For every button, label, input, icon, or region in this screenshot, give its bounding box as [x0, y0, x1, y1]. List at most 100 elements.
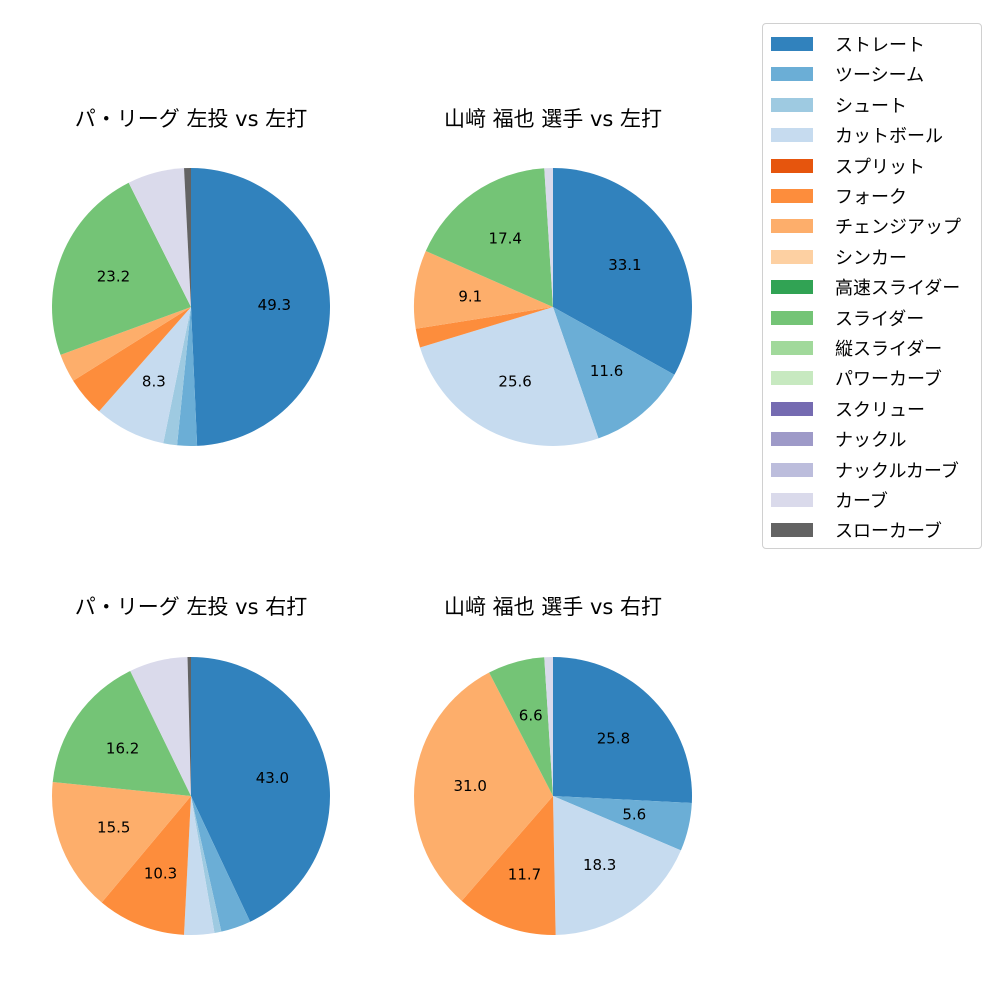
pie-slice — [489, 657, 553, 796]
slice-value-label: 25.8 — [597, 730, 630, 748]
pie-slice — [101, 796, 191, 935]
legend-label: チェンジアップ — [835, 217, 961, 239]
legend-item: ナックル — [771, 428, 907, 452]
legend-label: 高速スライダー — [835, 278, 961, 300]
slice-value-label: 25.6 — [498, 372, 531, 390]
legend-item: パワーカーブ — [771, 367, 942, 391]
legend-item: フォーク — [771, 185, 907, 208]
pie-slice — [415, 307, 553, 348]
legend-label: カーブ — [835, 491, 888, 512]
pie-slice — [60, 307, 192, 381]
legend-label: 縦スライダー — [835, 339, 943, 360]
legend-label: スクリュー — [835, 399, 925, 421]
pie-slice — [184, 168, 191, 307]
slice-value-label: 11.7 — [508, 865, 541, 883]
chart-title-4: 山﨑 福也 選手 vs 右打 — [443, 595, 663, 619]
pie-slice — [99, 307, 191, 444]
pie-slice — [414, 672, 553, 901]
legend-item: スローカーブ — [771, 519, 942, 543]
legend-label: ツーシーム — [835, 65, 925, 87]
pie-slice — [191, 657, 330, 922]
slice-value-label: 15.5 — [97, 818, 130, 836]
chart-title-3: パ・リーグ 左投 vs 右打 — [74, 595, 308, 619]
legend-item: シュート — [771, 94, 907, 117]
slice-value-label: 43.0 — [256, 769, 289, 787]
legend-item: カットボール — [771, 124, 943, 148]
pie-slice — [51, 182, 191, 355]
legend-swatch — [771, 37, 813, 51]
slice-value-label: 9.1 — [458, 287, 482, 305]
legend-item: ナックルカーブ — [771, 459, 959, 482]
pie-slice — [191, 796, 251, 932]
slice-value-label: 5.6 — [622, 806, 646, 824]
slice-value-label: 33.1 — [608, 256, 641, 274]
legend-swatch — [771, 341, 813, 355]
legend-item: 高速スライダー — [771, 276, 961, 300]
pie-slice — [553, 307, 675, 439]
legend-label: ナックルカーブ — [835, 460, 959, 482]
legend-swatch — [771, 462, 813, 477]
pie-slice — [163, 307, 191, 446]
legend-swatch — [771, 158, 813, 173]
slice-value-label: 31.0 — [453, 777, 486, 795]
legend-label: ナックル — [835, 430, 907, 452]
slice-value-label: 17.4 — [489, 230, 522, 248]
legend-label: パワーカーブ — [835, 369, 942, 391]
chart-title-1: パ・リーグ 左投 vs 左打 — [74, 107, 308, 131]
legend-swatch — [771, 432, 813, 447]
legend-item: ストレート — [771, 33, 925, 56]
slice-value-label: 6.6 — [519, 707, 543, 725]
legend-swatch — [771, 67, 813, 82]
legend-swatch — [771, 189, 813, 203]
legend-item: ツーシーム — [771, 63, 925, 87]
legend-swatch — [771, 371, 813, 386]
slice-value-label: 18.3 — [583, 856, 616, 874]
legend-label: カットボール — [835, 126, 943, 148]
legend-swatch — [771, 97, 813, 112]
slice-value-label: 23.2 — [97, 267, 130, 285]
legend-label: フォーク — [835, 187, 907, 208]
legend-swatch — [771, 310, 813, 325]
legend-item: スプリット — [771, 155, 925, 178]
legend-label: シンカー — [835, 247, 907, 269]
pie-slice — [553, 796, 681, 935]
legend-swatch — [771, 280, 813, 295]
legend-item: カーブ — [771, 489, 888, 512]
chart-title-2: 山﨑 福也 選手 vs 左打 — [443, 107, 663, 131]
pie-slice — [544, 168, 553, 307]
pie-slice — [177, 307, 198, 446]
pie-slice — [553, 796, 692, 851]
legend-swatch — [771, 249, 813, 264]
pie-slice — [553, 657, 692, 803]
pie-slice — [414, 250, 553, 329]
pie-slice — [544, 657, 553, 796]
pie-slice — [52, 782, 192, 903]
legend-label: スライダー — [835, 308, 925, 330]
pie-slice — [73, 307, 191, 412]
slice-value-label: 49.3 — [258, 296, 291, 314]
legend-item: スクリュー — [771, 398, 925, 421]
pie-slice — [191, 796, 222, 934]
pie-slice — [553, 168, 692, 375]
legend-label: スローカーブ — [835, 521, 942, 543]
legend-item: シンカー — [771, 246, 907, 269]
pie-slice — [461, 796, 556, 935]
legend-item: スライダー — [771, 307, 925, 330]
pie-slice — [425, 168, 553, 307]
legend-swatch — [771, 219, 813, 234]
legend-label: スプリット — [835, 156, 925, 178]
legend-label: ストレート — [835, 35, 925, 56]
pie-slice — [187, 657, 191, 796]
pie-slice — [128, 168, 191, 307]
pie-slice — [191, 167, 331, 446]
legend-swatch — [771, 523, 813, 538]
slice-value-label: 16.2 — [106, 739, 139, 757]
legend-swatch — [771, 401, 813, 416]
legend-swatch — [771, 493, 813, 507]
pie-slice — [184, 796, 215, 935]
legend: ストレートツーシームシュートカットボール スプリットフォークチェンジアップ シンカー… — [762, 23, 982, 549]
